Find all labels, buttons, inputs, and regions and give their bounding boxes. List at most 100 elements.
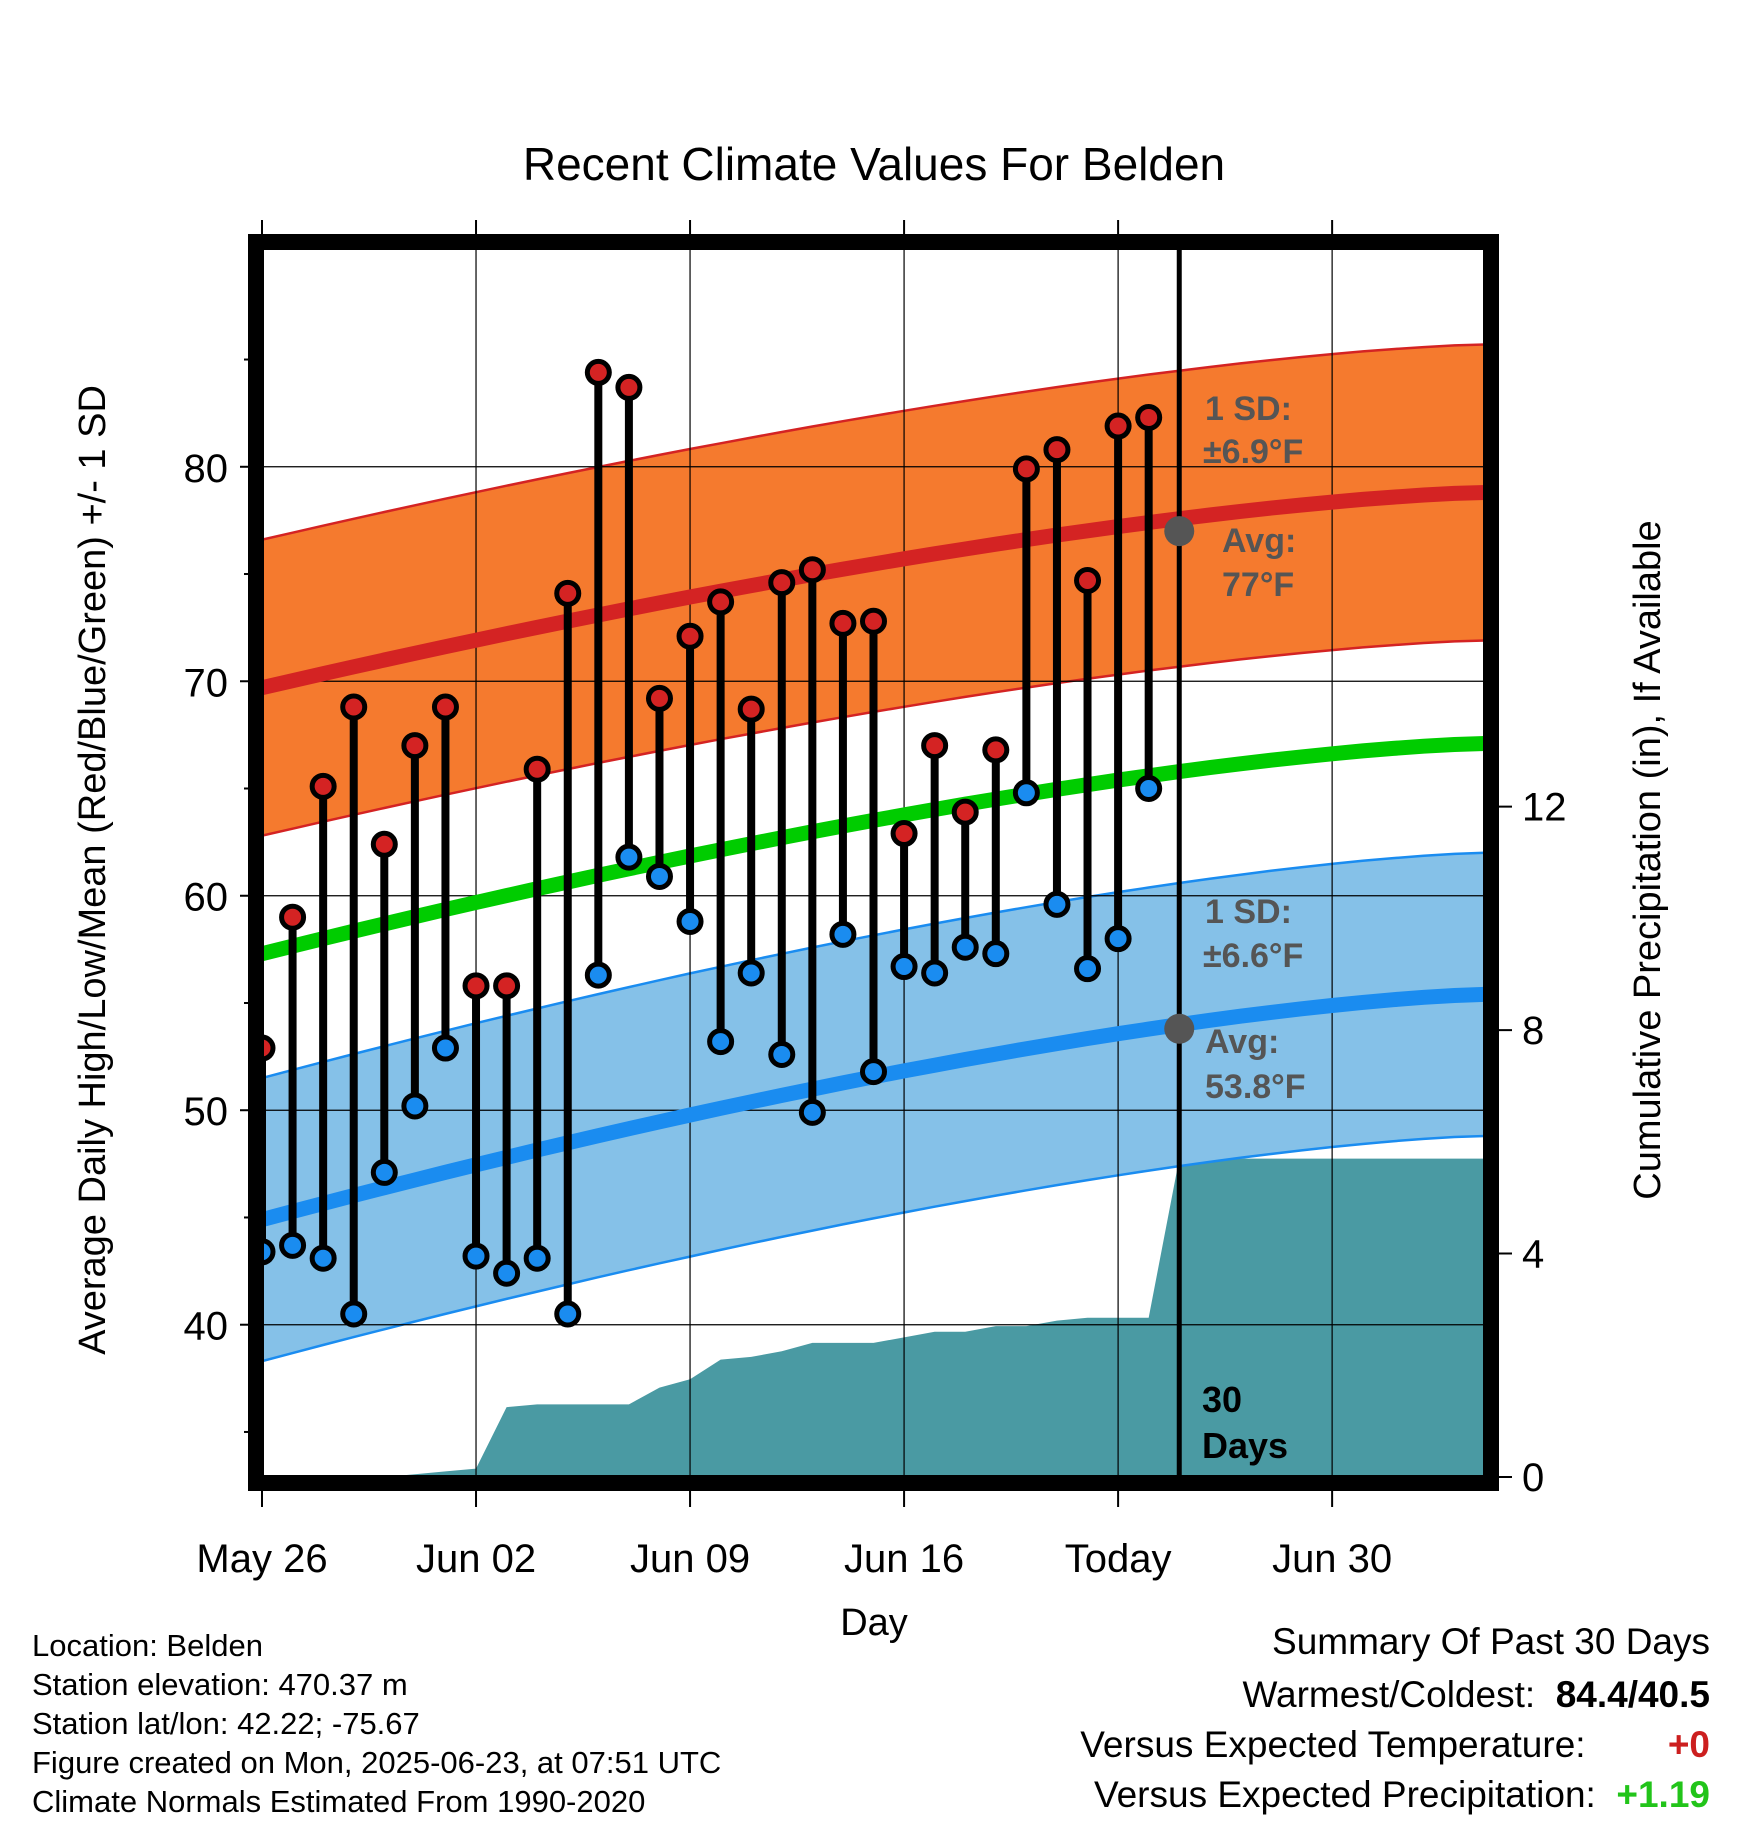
summary-temperature: Versus Expected Temperature: +0	[1080, 1722, 1710, 1768]
low-point	[262, 1238, 276, 1266]
high-point	[462, 972, 490, 1000]
x-tick-label-0: May 26	[196, 1537, 327, 1581]
low-sd-value: ±6.6°F	[1203, 937, 1303, 975]
high-point	[340, 693, 368, 721]
low-point	[615, 843, 643, 871]
temp-label: Versus Expected Temperature:	[1080, 1724, 1586, 1765]
low-point	[279, 1231, 307, 1259]
low-point	[462, 1242, 490, 1270]
low-point	[921, 959, 949, 987]
low-point	[1012, 779, 1040, 807]
warmest-label: Warmest/Coldest:	[1242, 1674, 1536, 1715]
elevation-text: Station elevation: 470.37 m	[32, 1667, 408, 1702]
low-avg-value: 53.8°F	[1205, 1068, 1306, 1106]
plot-frame	[248, 234, 1499, 1491]
high-point	[279, 903, 307, 931]
low-point	[798, 1098, 826, 1126]
low-point	[1104, 925, 1132, 953]
high-point	[737, 695, 765, 723]
high-point	[921, 732, 949, 760]
low-point	[982, 940, 1010, 968]
high-point	[1104, 412, 1132, 440]
y2-tick-label-8: 8	[1522, 1009, 1544, 1053]
low-point	[401, 1092, 429, 1120]
precip-value: +1.19	[1616, 1774, 1710, 1815]
high-point	[584, 358, 612, 386]
temp-value: +0	[1667, 1724, 1710, 1765]
high-point	[431, 693, 459, 721]
y2-tick-label-4: 4	[1522, 1233, 1544, 1277]
high-point	[1074, 566, 1102, 594]
summary-warmest: Warmest/Coldest: 84.4/40.5	[1242, 1672, 1710, 1718]
high-point	[554, 579, 582, 607]
high-sd-value: ±6.9°F	[1203, 433, 1303, 471]
low-point	[707, 1028, 735, 1056]
x-tick-label-5: Jun 30	[1272, 1537, 1392, 1581]
high-point	[982, 736, 1010, 764]
location-text: Location: Belden	[32, 1628, 263, 1663]
low-point	[431, 1034, 459, 1062]
created-text: Figure created on Mon, 2025-06-23, at 07…	[32, 1745, 722, 1780]
y-tick-label-50: 50	[184, 1090, 229, 1134]
high-sd-upper-line	[262, 343, 1485, 541]
y-tick-label-40: 40	[184, 1305, 229, 1349]
high-point	[707, 588, 735, 616]
low-point	[584, 961, 612, 989]
high-avg-value: 77°F	[1222, 566, 1294, 604]
low-point	[829, 920, 857, 948]
y-tick-label-80: 80	[184, 447, 229, 491]
x-tick-label-2: Jun 09	[630, 1537, 750, 1581]
low-point	[1043, 890, 1071, 918]
high-avg-label: Avg:	[1222, 522, 1296, 560]
high-point	[615, 373, 643, 401]
low-sd-label: 1 SD:	[1205, 893, 1292, 931]
low-point	[860, 1058, 887, 1086]
low-point	[309, 1244, 337, 1272]
low-point	[1135, 775, 1163, 803]
high-point	[523, 755, 551, 783]
x-tick-label-1: Jun 02	[416, 1537, 536, 1581]
avg-low-today-dot	[1164, 1013, 1195, 1044]
high-point	[798, 556, 826, 584]
y-tick-label-60: 60	[184, 876, 229, 920]
plot-area	[262, 248, 1485, 1477]
low-point	[554, 1300, 582, 1328]
x-tick-label-4: Today	[1065, 1537, 1172, 1581]
latlon-text: Station lat/lon: 42.22; -75.67	[32, 1706, 420, 1741]
high-point	[401, 732, 429, 760]
avg-high-today-dot	[1164, 516, 1195, 547]
low-point	[645, 862, 673, 890]
chart-title: Recent Climate Values For Belden	[523, 138, 1225, 190]
summary-precipitation: Versus Expected Precipitation: +1.19	[1094, 1772, 1710, 1818]
low-point	[523, 1244, 551, 1272]
high-sd-label: 1 SD:	[1205, 390, 1292, 428]
y2-tick-label-12: 12	[1522, 786, 1567, 830]
summary-title: Summary Of Past 30 Days	[1272, 1621, 1710, 1662]
low-point	[951, 933, 979, 961]
high-point	[676, 622, 704, 650]
high-point	[262, 1034, 276, 1062]
high-point	[860, 607, 887, 635]
low-point	[340, 1300, 368, 1328]
high-point	[768, 569, 796, 597]
high-point	[645, 684, 673, 712]
normals-text: Climate Normals Estimated From 1990-2020	[32, 1784, 646, 1819]
low-point	[890, 953, 918, 981]
high-point	[1012, 455, 1040, 483]
low-point	[676, 907, 704, 935]
high-point	[1043, 436, 1071, 464]
y2-tick-label-0: 0	[1522, 1456, 1544, 1500]
high-point	[1135, 403, 1163, 431]
low-point	[768, 1040, 796, 1068]
high-point	[829, 609, 857, 637]
low-sd-lower-line	[262, 1134, 1485, 1363]
high-point	[951, 798, 979, 826]
x-axis-label: Day	[840, 1602, 908, 1644]
x-tick-label-3: Jun 16	[844, 1537, 964, 1581]
low-point	[493, 1259, 521, 1287]
low-point	[370, 1158, 398, 1186]
high-point	[309, 772, 337, 800]
low-avg-label: Avg:	[1205, 1023, 1279, 1061]
low-point	[737, 959, 765, 987]
